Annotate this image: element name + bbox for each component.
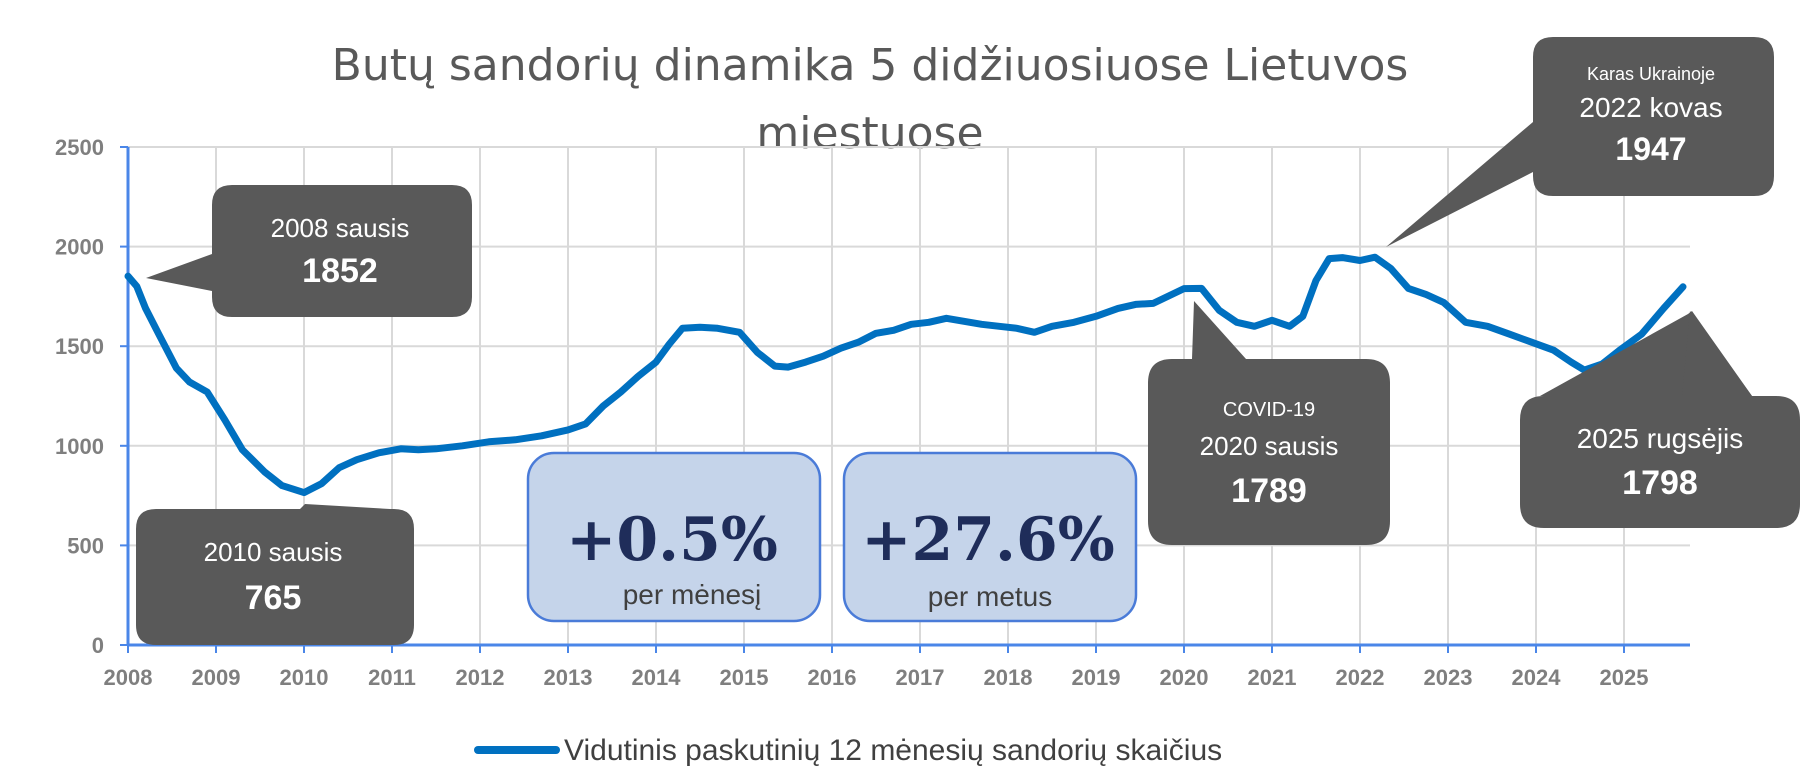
callout-2010-label: 2010 sausis — [204, 537, 343, 567]
x-tick-label: 2008 — [104, 665, 153, 690]
x-axis-ticks: 2008 2009 2010 2011 2012 2013 2014 2015 2016 2017… — [104, 665, 1649, 690]
x-tick-label: 2021 — [1248, 665, 1297, 690]
stat-value-monthly: +0.5% — [566, 505, 778, 575]
y-tick-label: 1000 — [55, 434, 104, 459]
y-tick-label: 2500 — [55, 135, 104, 160]
x-tick-label: 2016 — [808, 665, 857, 690]
x-tick-label: 2012 — [456, 665, 505, 690]
x-tick-label: 2009 — [192, 665, 241, 690]
callout-2008-label: 2008 sausis — [271, 213, 410, 243]
callout-2025: 2025 rugsėjis 1798 — [1520, 311, 1800, 528]
legend: Vidutinis paskutinių 12 mėnesių sandorių… — [474, 734, 1222, 767]
x-tick-label: 2018 — [984, 665, 1033, 690]
y-tick-label: 500 — [67, 533, 104, 558]
stat-box-monthly: +0.5% per mėnesį — [526, 451, 822, 623]
callout-ukraine-small: Karas Ukrainoje — [1587, 64, 1715, 84]
x-tick-label: 2017 — [896, 665, 945, 690]
callout-covid: COVID-19 2020 sausis 1789 — [1148, 301, 1390, 545]
stat-value-yearly: +27.6% — [861, 505, 1114, 575]
x-tick-label: 2011 — [368, 665, 416, 690]
chart-title-line1: Butų sandorių dinamika 5 didžiuosiuose L… — [332, 40, 1409, 91]
x-tick-label: 2024 — [1512, 665, 1562, 690]
x-tick-label: 2010 — [280, 665, 329, 690]
y-tick-label: 0 — [92, 633, 104, 658]
callout-2010: 2010 sausis 765 — [136, 504, 414, 645]
series-layer — [124, 253, 1687, 497]
callout-2008-value: 1852 — [302, 252, 378, 290]
y-axis-ticks: 0 500 1000 1500 2000 2500 — [55, 135, 104, 658]
callout-covid-value: 1789 — [1231, 472, 1307, 510]
callout-ukraine-value: 1947 — [1615, 131, 1686, 167]
callout-2025-label: 2025 rugsėjis — [1577, 423, 1744, 454]
stat-label-monthly: per mėnesį — [623, 579, 762, 610]
callout-ukraine-label: 2022 kovas — [1579, 92, 1722, 123]
chart-title-line2: miestuose — [756, 108, 983, 159]
y-tick-label: 2000 — [55, 235, 104, 260]
x-tick-label: 2020 — [1160, 665, 1209, 690]
stat-label-yearly: per metus — [928, 581, 1053, 612]
x-tick-label: 2013 — [544, 665, 593, 690]
x-tick-label: 2014 — [632, 665, 682, 690]
x-tick-label: 2019 — [1072, 665, 1121, 690]
x-tick-label: 2025 — [1600, 665, 1649, 690]
callout-covid-small: COVID-19 — [1223, 399, 1315, 421]
callout-2008: 2008 sausis 1852 — [146, 185, 472, 317]
y-tick-label: 1500 — [55, 334, 104, 359]
x-tick-label: 2023 — [1424, 665, 1473, 690]
callout-2010-value: 765 — [245, 579, 302, 617]
x-tick-label: 2015 — [720, 665, 769, 690]
x-tick-label: 2022 — [1336, 665, 1385, 690]
callout-covid-label: 2020 sausis — [1200, 431, 1339, 461]
legend-label: Vidutinis paskutinių 12 mėnesių sandorių… — [564, 734, 1222, 767]
callout-ukraine: Karas Ukrainoje 2022 kovas 1947 — [1386, 37, 1774, 247]
series-line — [124, 253, 1687, 497]
callout-2025-value: 1798 — [1622, 464, 1698, 502]
stat-box-yearly: +27.6% per metus — [842, 451, 1138, 623]
